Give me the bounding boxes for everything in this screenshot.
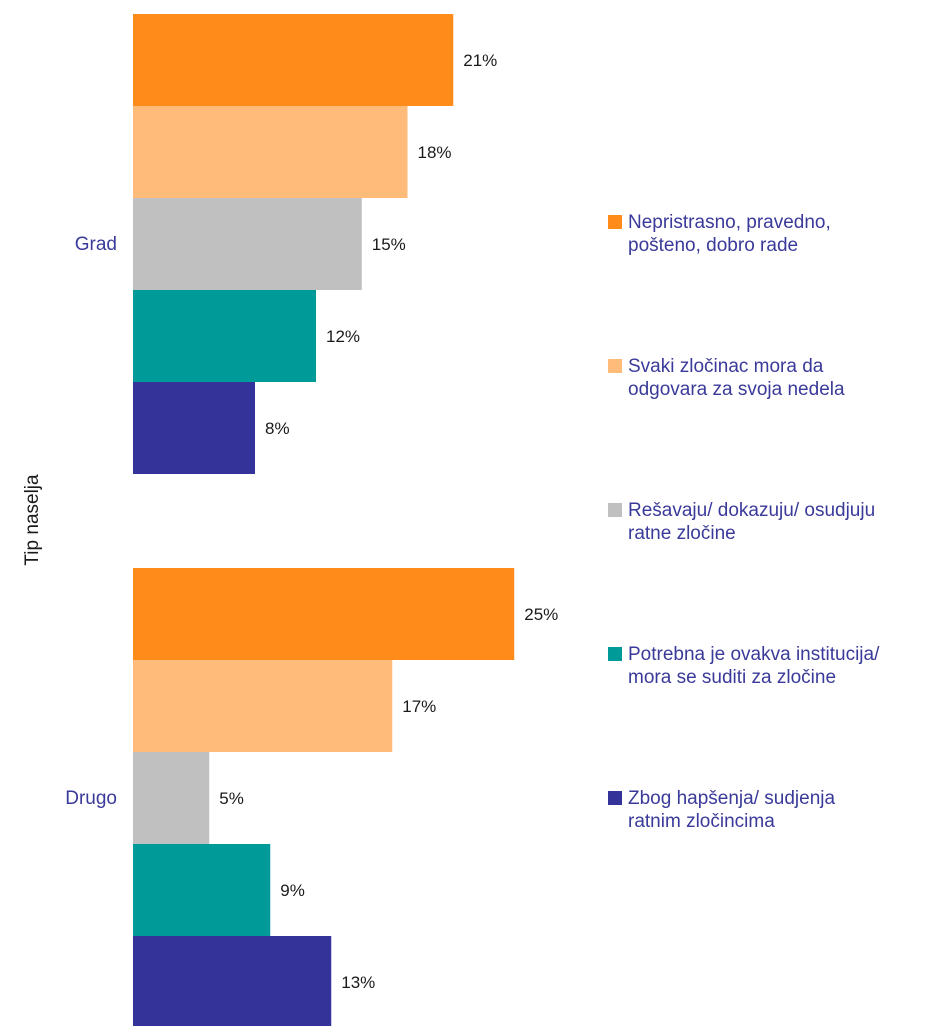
- bar: [133, 106, 408, 198]
- data-label: 8%: [265, 419, 290, 438]
- legend-label-line: ratnim zločincima: [628, 811, 775, 832]
- legend-label: Nepristrasno, pravedno, pošteno, dobro ra…: [628, 211, 831, 257]
- y-axis-title: Tip naselja: [22, 474, 43, 566]
- legend-item: Zbog hapšenja/ sudjenja ratnim zločincima: [608, 787, 948, 833]
- data-label: 21%: [463, 51, 497, 70]
- data-label: 13%: [341, 973, 375, 992]
- legend-label: Svaki zločinac mora da odgovara za svoja …: [628, 355, 845, 401]
- legend-label-line: Zbog hapšenja/ sudjenja: [628, 788, 836, 809]
- data-label: 15%: [372, 235, 406, 254]
- bar: [133, 568, 515, 660]
- bar: [133, 844, 271, 936]
- data-label: 17%: [402, 697, 436, 716]
- legend-label-line: Potrebna je ovakva institucija/: [628, 644, 880, 665]
- legend-label-line: ratne zločine: [628, 523, 736, 544]
- legend-label: Zbog hapšenja/ sudjenja ratnim zločincima: [628, 787, 835, 833]
- bar: [133, 290, 316, 382]
- data-label: 9%: [280, 881, 305, 900]
- legend-swatch: [608, 647, 622, 661]
- bar: [133, 198, 362, 290]
- legend-swatch: [608, 791, 622, 805]
- legend-item: Potrebna je ovakva institucija/mora se s…: [608, 643, 948, 689]
- bar: [133, 752, 210, 844]
- legend-label-line: Svaki zločinac mora da: [628, 356, 824, 377]
- bar: [133, 382, 255, 474]
- bar: [133, 660, 393, 752]
- data-label: 5%: [219, 789, 244, 808]
- category-label: Grad: [75, 234, 117, 255]
- legend-label-line: Rešavaju/ dokazuju/ osudjuju: [628, 500, 876, 521]
- legend-label-line: pošteno, dobro rade: [628, 235, 799, 256]
- legend-swatch: [608, 503, 622, 517]
- legend-swatch: [608, 215, 622, 229]
- data-label: 12%: [326, 327, 360, 346]
- legend-item: Rešavaju/ dokazuju/ osudjuju ratne zločin…: [608, 499, 948, 545]
- legend-label: Potrebna je ovakva institucija/mora se s…: [628, 643, 879, 689]
- legend-label-line: mora se suditi za zločine: [628, 667, 837, 688]
- legend-label-line: odgovara za svoja nedela: [628, 379, 845, 400]
- category-label: Drugo: [65, 788, 117, 809]
- legend-label-line: Nepristrasno, pravedno,: [628, 212, 831, 233]
- legend-item: Svaki zločinac mora da odgovara za svoja …: [608, 355, 948, 401]
- legend-swatch: [608, 359, 622, 373]
- bar: [133, 14, 454, 106]
- bar: [133, 936, 332, 1026]
- legend-label: Rešavaju/ dokazuju/ osudjuju ratne zločin…: [628, 499, 875, 545]
- legend-item: Nepristrasno, pravedno, pošteno, dobro ra…: [608, 211, 948, 257]
- data-label: 18%: [418, 143, 452, 162]
- data-label: 25%: [524, 605, 558, 624]
